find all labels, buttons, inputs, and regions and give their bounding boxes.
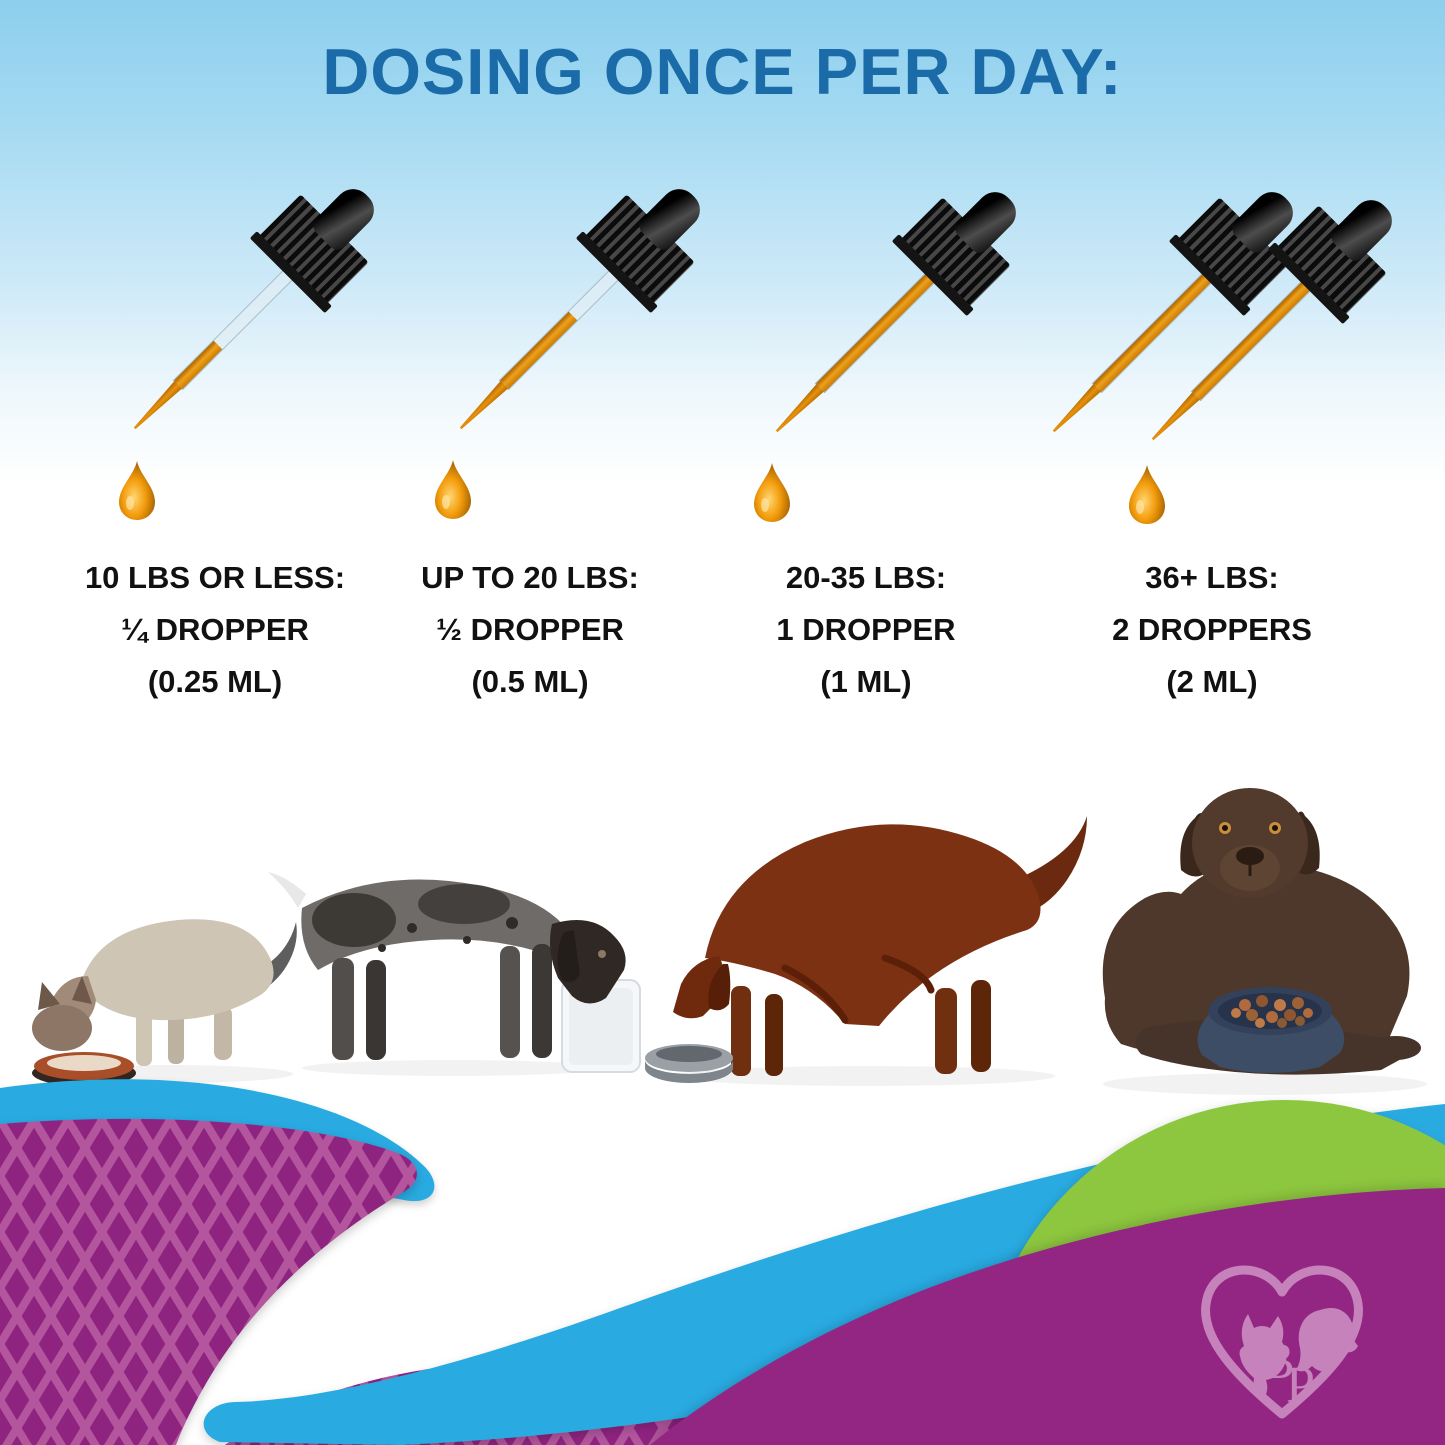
crosshatch-bottom-shape [225,1361,845,1445]
dose-amount-label: ½ DROPPER [436,612,624,647]
dose-column-36lbs: 36+ LBS: 2 DROPPERS (2 ML) [1047,552,1377,708]
dose-volume-label: (2 ML) [1166,664,1258,699]
dose-weight-label: 10 LBS OR LESS: [84,560,346,595]
dropper-tip [1049,383,1103,437]
dose-volume-label: (1 ML) [820,664,912,699]
blue-ribbon-shape [0,1079,435,1268]
dropper-tip [772,383,826,437]
dose-weight-label: UP TO 20 LBS: [421,560,639,595]
dose-weight-label: 20-35 LBS: [785,560,947,595]
dose-column-10lbs: 10 LBS OR LESS: ¼ DROPPER (0.25 ML) [50,552,380,708]
dose-amount-label: ¼ DROPPER [121,612,309,647]
labrador-photo [1102,788,1427,1095]
logo-letter-b: B [1260,1333,1295,1390]
magenta-wave-shape [650,1188,1445,1445]
dose-volume-label: (0.5 ML) [471,664,589,699]
oil-drop-icon [119,461,155,520]
oil-drop-icon [435,460,471,519]
blue-band-shape [203,1104,1445,1445]
oil-fill-full [816,274,934,392]
cat-silhouette-icon [1239,1314,1287,1400]
logo-letter-p: P [1286,1357,1315,1414]
oil-fill-quarter [174,340,223,389]
dropper-tip [456,380,510,434]
puppy-photo [268,872,641,1076]
crosshatch-arm-shape [0,1118,417,1445]
oil-fill-full [1192,282,1310,400]
cat-photo [32,919,297,1086]
dropper-tip [130,380,184,434]
dropper-tip [1148,391,1202,445]
dose-amount-label: 1 DROPPER [776,612,956,647]
dose-weight-label: 36+ LBS: [1145,560,1279,595]
dose-volume-label: (0.25 ML) [147,664,283,699]
dose-column-20-35lbs: 20-35 LBS: 1 DROPPER (1 ML) [701,552,1031,708]
dog-silhouette-icon [1296,1308,1358,1372]
oil-fill-half [500,312,577,389]
page-title: DOSING ONCE PER DAY: [322,35,1123,108]
heart-icon [1201,1265,1363,1419]
brand-logo: B P [1201,1265,1363,1419]
oil-drop-icon [1129,465,1165,524]
dose-amount-label: 2 DROPPERS [1112,612,1312,647]
setter-photo [645,816,1087,1086]
green-dome-shape [980,1100,1445,1445]
oil-drop-icon [754,463,790,522]
dose-column-20lbs: UP TO 20 LBS: ½ DROPPER (0.5 ML) [365,552,695,708]
